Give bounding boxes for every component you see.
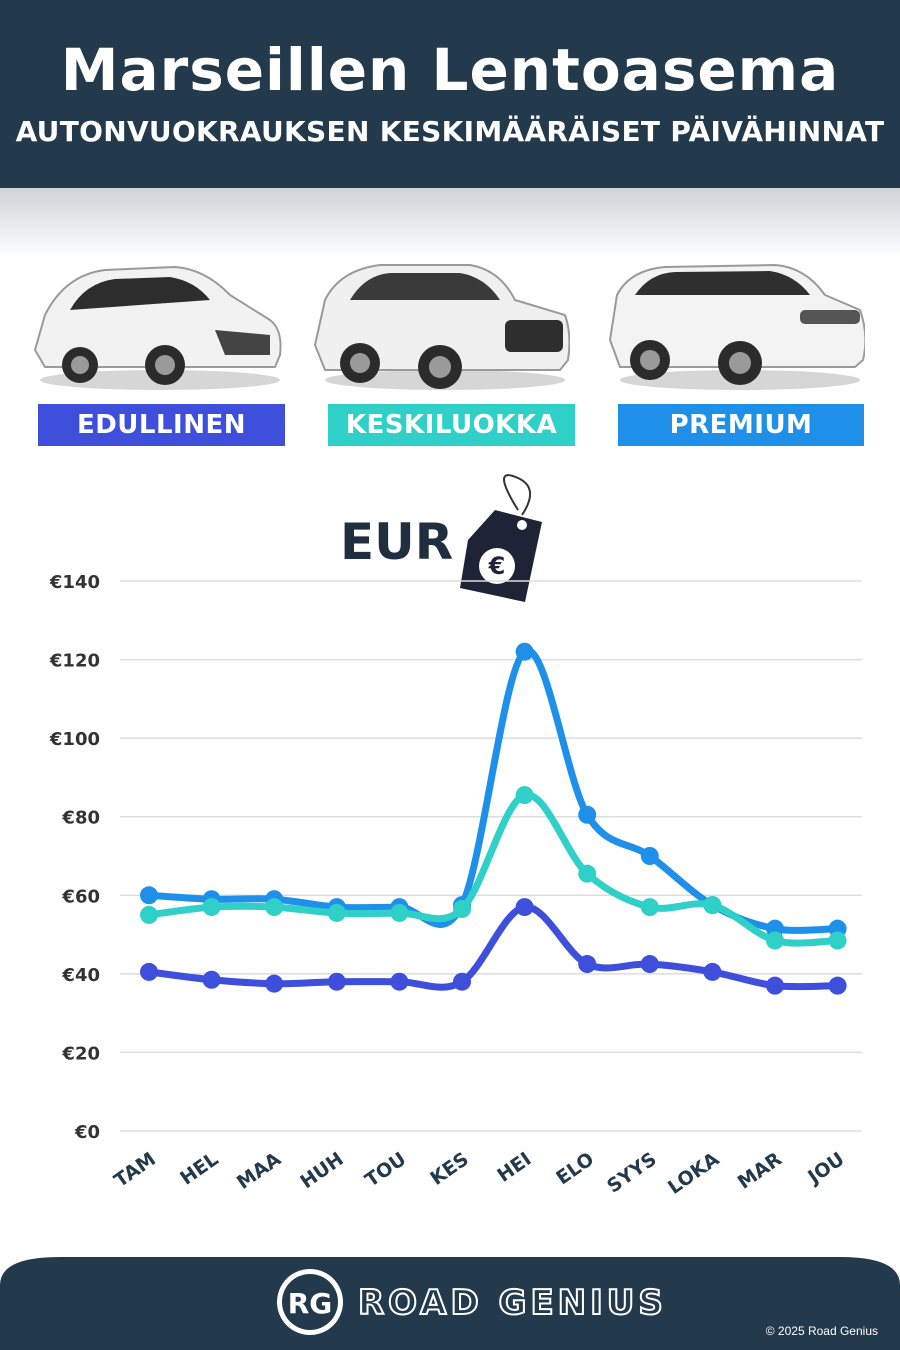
x-tick-label: TOU	[361, 1148, 410, 1192]
y-tick-label: €80	[61, 808, 100, 829]
y-tick-label: €140	[49, 572, 100, 593]
data-point	[578, 864, 597, 883]
data-point	[640, 847, 659, 865]
x-tick-label: HEI	[493, 1148, 535, 1187]
brand-name: ROAD GENIUS	[357, 1282, 667, 1324]
header: Marseillen Lentoasema AUTONVUOKRAUKSEN K…	[0, 0, 900, 188]
x-tick-label: SYYS	[603, 1148, 661, 1198]
data-point	[453, 972, 471, 991]
data-point	[390, 972, 409, 991]
logo-initials: RG	[288, 1287, 333, 1320]
badge-premium: PREMIUM	[618, 404, 864, 446]
x-tick-label: LOKA	[664, 1148, 724, 1199]
data-point	[640, 955, 659, 974]
y-tick-label: €120	[49, 651, 100, 672]
x-tick-label: JOU	[803, 1148, 849, 1189]
euro-price-tag-icon: €	[460, 474, 542, 602]
data-point	[703, 962, 722, 981]
page-title: Marseillen Lentoasema	[60, 36, 840, 104]
badge-economy: EDULLINEN	[38, 404, 285, 446]
x-tick-label: HUH	[296, 1148, 347, 1193]
data-point	[828, 976, 847, 995]
data-point	[265, 974, 284, 993]
x-tick-label: MAA	[233, 1148, 285, 1194]
footer: RG	[0, 1257, 900, 1350]
x-tick-label: MAR	[734, 1148, 786, 1194]
premium-car-image	[608, 263, 865, 390]
x-tick-label: HEL	[176, 1148, 222, 1190]
data-point	[640, 898, 659, 917]
x-tick-label: TAM	[110, 1148, 160, 1192]
data-point	[202, 970, 221, 989]
data-point	[515, 786, 534, 805]
x-tick-label: KES	[426, 1148, 473, 1190]
data-point	[453, 900, 471, 919]
series-line-premium	[145, 647, 842, 934]
svg-text:€: €	[488, 552, 506, 580]
y-tick-label: €60	[61, 886, 100, 907]
data-point	[515, 642, 534, 661]
data-point	[140, 962, 158, 981]
data-point	[140, 886, 158, 905]
x-tick-label: ELO	[552, 1148, 598, 1189]
data-point	[265, 898, 284, 917]
midsize-car-image	[313, 264, 570, 390]
y-tick-label: €0	[74, 1122, 100, 1143]
data-point	[515, 898, 534, 917]
data-point	[578, 955, 597, 974]
data-point	[390, 903, 409, 922]
data-point	[327, 903, 346, 922]
data-point	[766, 931, 784, 950]
y-tick-label: €40	[61, 965, 100, 986]
currency-label: EUR	[340, 513, 454, 571]
data-point	[327, 972, 346, 991]
data-point	[140, 905, 158, 924]
copyright: © 2025 Road Genius	[765, 1324, 878, 1338]
header-shadow	[0, 188, 900, 258]
data-point	[202, 898, 221, 917]
page-subtitle: AUTONVUOKRAUKSEN KESKIMÄÄRÄISET PÄIVÄHIN…	[15, 115, 885, 148]
data-point	[766, 976, 784, 995]
badge-midsize: KESKILUOKKA	[328, 404, 575, 446]
y-tick-label: €100	[49, 729, 100, 750]
price-line-chart: €0 €20 €40 €60 €80 €100 €120 €140 TAM HEL MAA HUH TO…	[49, 572, 862, 1199]
data-point	[828, 931, 847, 950]
data-point	[703, 896, 722, 915]
y-tick-label: €20	[61, 1043, 100, 1064]
data-point	[578, 805, 597, 824]
economy-car-image	[33, 265, 282, 390]
